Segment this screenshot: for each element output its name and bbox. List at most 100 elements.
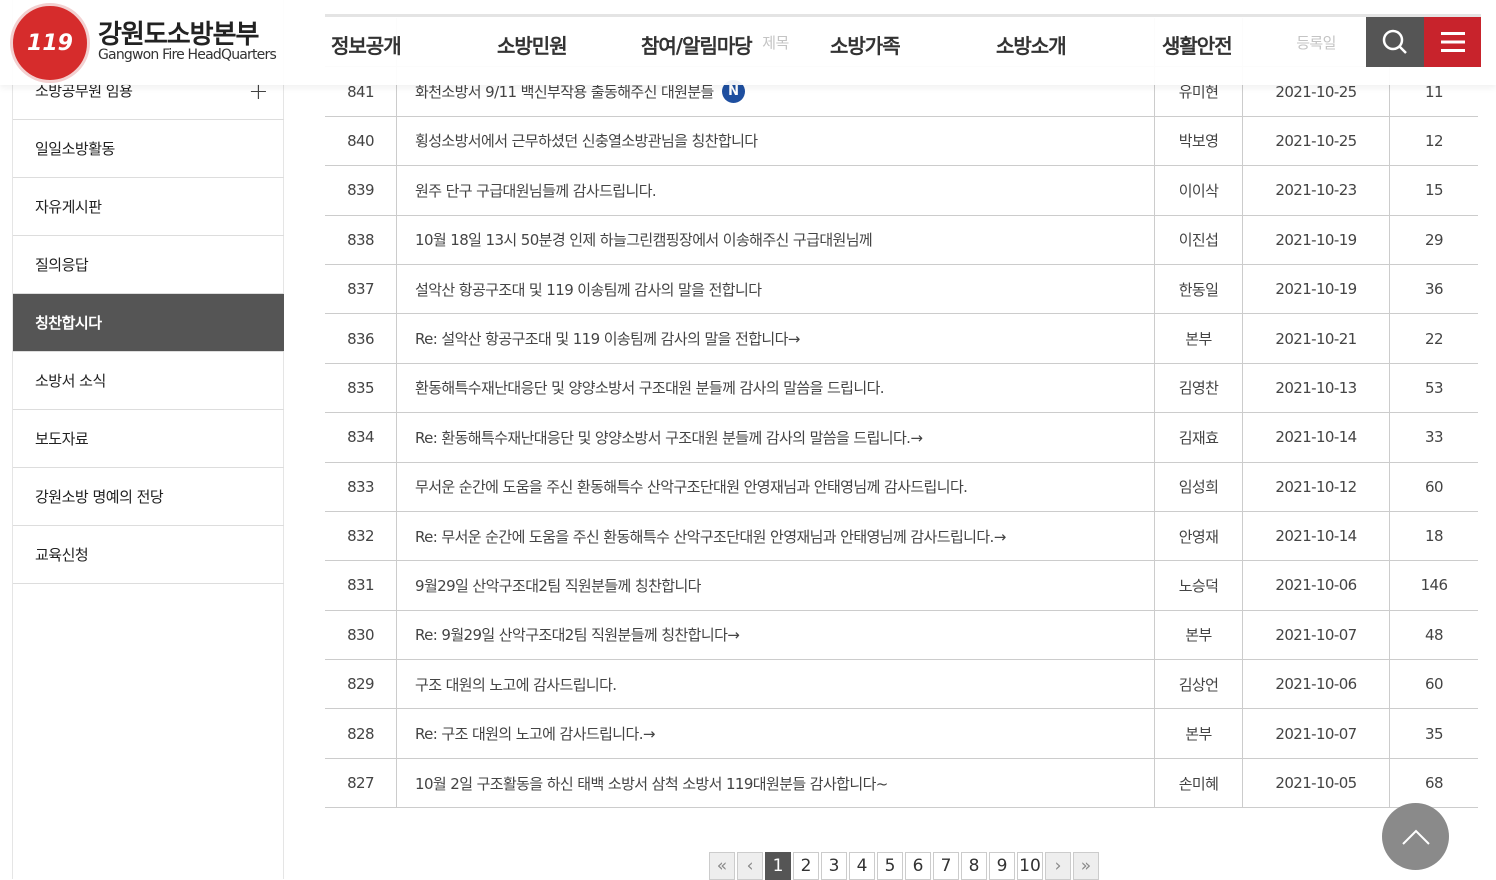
post-number-text: 836 — [347, 329, 374, 348]
post-title-link[interactable]: Re: 9월29일 산악구조대2팀 직원분들께 칭찬합니다→ — [397, 610, 1155, 660]
nav-participation[interactable]: 참여/알림마당 — [641, 34, 753, 58]
table-row: 838 10월 18일 13시 50분경 인제 하늘그린캠핑장에서 이송해주신 구… — [325, 215, 1478, 265]
page-7-button[interactable]: 7 — [933, 852, 959, 880]
page-5-button[interactable]: 5 — [877, 852, 903, 880]
first-page-button[interactable]: « — [709, 852, 735, 880]
logo[interactable]: 119 — [10, 3, 90, 83]
post-title-link[interactable]: 원주 단구 구급대원님들께 감사드립니다. — [397, 166, 1155, 215]
post-title-link[interactable]: 화천소방서 9/11 백신부작용 출동해주신 대원분들 N — [397, 67, 1155, 116]
sidebar-item-label: 보도자료 — [35, 430, 89, 448]
table-row: 829 구조 대원의 노고에 감사드립니다. 김상언 2021-10-06 60 — [325, 660, 1478, 710]
nav-life-safety[interactable]: 생활안전 — [1162, 34, 1233, 58]
sidebar-item-label: 소방공무원 임용 — [35, 82, 133, 100]
post-title-link[interactable]: 9월29일 산악구조대2팀 직원분들께 칭찬합니다 — [397, 561, 1155, 610]
table-row: 827 10월 2일 구조활동을 하신 태백 소방서 삼척 소방서 119대원분들… — [325, 758, 1478, 809]
post-author: 임성희 — [1155, 462, 1243, 511]
page-6-button[interactable]: 6 — [905, 852, 931, 880]
post-number-text: 832 — [347, 527, 374, 546]
post-title-link[interactable]: Re: 환동해특수재난대응단 및 양양소방서 구조대원 분들께 감사의 말씀을 … — [397, 413, 1155, 462]
post-date-text: 2021-10-23 — [1275, 181, 1357, 200]
post-title-link[interactable]: Re: 무서운 순간에 도움을 주신 환동해특수 산악구조단대원 안영재님과 안… — [397, 511, 1155, 561]
page-1-button[interactable]: 1 — [765, 852, 791, 880]
post-views: 11 — [1390, 67, 1478, 115]
page-3-button[interactable]: 3 — [821, 852, 847, 880]
search-icon — [1382, 29, 1407, 54]
post-views-text: 12 — [1425, 131, 1443, 150]
post-title-link[interactable]: 설악산 항공구조대 및 119 이송팀께 감사의 말을 전합니다 — [397, 264, 1155, 314]
table-row: 841 화천소방서 9/11 백신부작용 출동해주신 대원분들 N 유미현 2021-1… — [325, 67, 1478, 117]
post-number: 829 — [325, 660, 397, 709]
post-date-text: 2021-10-25 — [1275, 131, 1357, 150]
next-page-button[interactable]: › — [1045, 852, 1071, 880]
post-title-link-text: 10월 18일 13시 50분경 인제 하늘그린캠핑장에서 이송해주신 구급대원… — [415, 231, 873, 250]
post-number-text: 838 — [347, 230, 374, 249]
post-number: 837 — [325, 264, 397, 314]
post-title-link[interactable]: 횡성소방서에서 근무하셨던 신충열소방관님을 칭찬합니다 — [397, 116, 1155, 166]
post-author-text: 안영재 — [1178, 527, 1219, 546]
post-author-text: 김상언 — [1178, 675, 1219, 694]
sidebar-item[interactable]: 칭찬합시다 — [13, 294, 284, 352]
page-8-button[interactable]: 8 — [961, 852, 987, 880]
post-number: 839 — [325, 166, 397, 215]
sidebar-item[interactable]: 교육신청 — [13, 526, 284, 584]
post-title-link[interactable]: Re: 설악산 항공구조대 및 119 이송팀께 감사의 말을 전합니다→ — [397, 314, 1155, 363]
post-number-text: 829 — [347, 675, 374, 694]
post-views-text: 146 — [1420, 576, 1448, 595]
post-number: 838 — [325, 215, 397, 264]
post-date: 2021-10-25 — [1243, 67, 1390, 116]
post-views-text: 11 — [1425, 82, 1443, 101]
post-views-text: 36 — [1425, 280, 1443, 299]
post-date-text: 2021-10-14 — [1275, 527, 1357, 546]
post-title-link[interactable]: 구조 대원의 노고에 감사드립니다. — [397, 660, 1155, 709]
post-date-text: 2021-10-07 — [1275, 724, 1357, 743]
post-date-text: 2021-10-14 — [1275, 428, 1357, 447]
table-row: 828 Re: 구조 대원의 노고에 감사드립니다.→ 본부 2021-10-07 35 — [325, 709, 1478, 759]
post-author: 본부 — [1155, 314, 1243, 363]
page-2-button[interactable]: 2 — [793, 852, 819, 880]
page-10-button[interactable]: 10 — [1017, 852, 1043, 880]
nav-divider — [325, 14, 1481, 17]
brand-title[interactable]: 강원도소방본부 — [98, 20, 259, 50]
sidebar-item[interactable]: 강원소방 명예의 전당 — [13, 468, 284, 526]
nav-info-disclosure[interactable]: 정보공개 — [331, 34, 402, 58]
post-title-link[interactable]: 무서운 순간에 도움을 주신 환동해특수 산악구조단대원 안영재님과 안태영님께… — [397, 462, 1155, 511]
sidebar-item[interactable]: 일일소방활동 — [13, 120, 284, 178]
sidebar: 소방공무원 임용 + 일일소방활동 자유게시판 질의응답 칭찬합시다 소방서 소식 보도자료 강… — [12, 0, 284, 879]
post-number: 833 — [325, 462, 397, 511]
post-number-text: 833 — [347, 477, 374, 496]
post-views: 35 — [1390, 709, 1478, 757]
page-4-button[interactable]: 4 — [849, 852, 875, 880]
post-date-text: 2021-10-06 — [1275, 675, 1357, 694]
post-title-link[interactable]: Re: 구조 대원의 노고에 감사드립니다.→ — [397, 709, 1155, 758]
sidebar-item-label: 일일소방활동 — [35, 140, 115, 158]
menu-button[interactable] — [1424, 17, 1481, 67]
sidebar-item-label: 칭찬합시다 — [35, 314, 102, 332]
last-page-button[interactable]: » — [1073, 852, 1099, 880]
post-author-text: 이이삭 — [1178, 181, 1219, 200]
post-title-link[interactable]: 10월 18일 13시 50분경 인제 하늘그린캠핑장에서 이송해주신 구급대원… — [397, 215, 1155, 264]
logo-text: 119 — [27, 30, 73, 56]
post-date: 2021-10-14 — [1243, 413, 1390, 462]
prev-page-button[interactable]: ‹ — [737, 852, 763, 880]
sidebar-item[interactable]: 소방서 소식 — [13, 352, 284, 410]
sidebar-item[interactable]: 보도자료 — [13, 410, 284, 468]
sidebar-item[interactable]: 질의응답 — [13, 236, 284, 294]
post-title-link[interactable]: 환동해특수재난대응단 및 양양소방서 구조대원 분들께 감사의 말씀을 드립니다… — [397, 363, 1155, 413]
page-9-button[interactable]: 9 — [989, 852, 1015, 880]
search-button[interactable] — [1366, 17, 1424, 67]
nav-about[interactable]: 소방소개 — [996, 34, 1067, 58]
scroll-top-button[interactable] — [1382, 803, 1449, 870]
sidebar-item[interactable]: 자유게시판 — [13, 178, 284, 236]
post-number: 841 — [325, 67, 397, 116]
post-date-text: 2021-10-19 — [1275, 280, 1357, 299]
post-title-link[interactable]: 10월 2일 구조활동을 하신 태백 소방서 삼척 소방서 119대원분들 감사… — [397, 758, 1155, 808]
nav-civil-service[interactable]: 소방민원 — [497, 34, 568, 58]
post-number: 840 — [325, 116, 397, 166]
nav-fire-family[interactable]: 소방가족 — [830, 34, 901, 58]
post-views: 60 — [1390, 463, 1478, 511]
post-author: 김영찬 — [1155, 363, 1243, 413]
post-views-text: 53 — [1425, 378, 1443, 397]
post-author: 안영재 — [1155, 511, 1243, 561]
post-author: 이진섭 — [1155, 215, 1243, 264]
pagination: «‹ 1 2 3 4 5 6 7 8 9 10 ›» — [709, 852, 1099, 880]
